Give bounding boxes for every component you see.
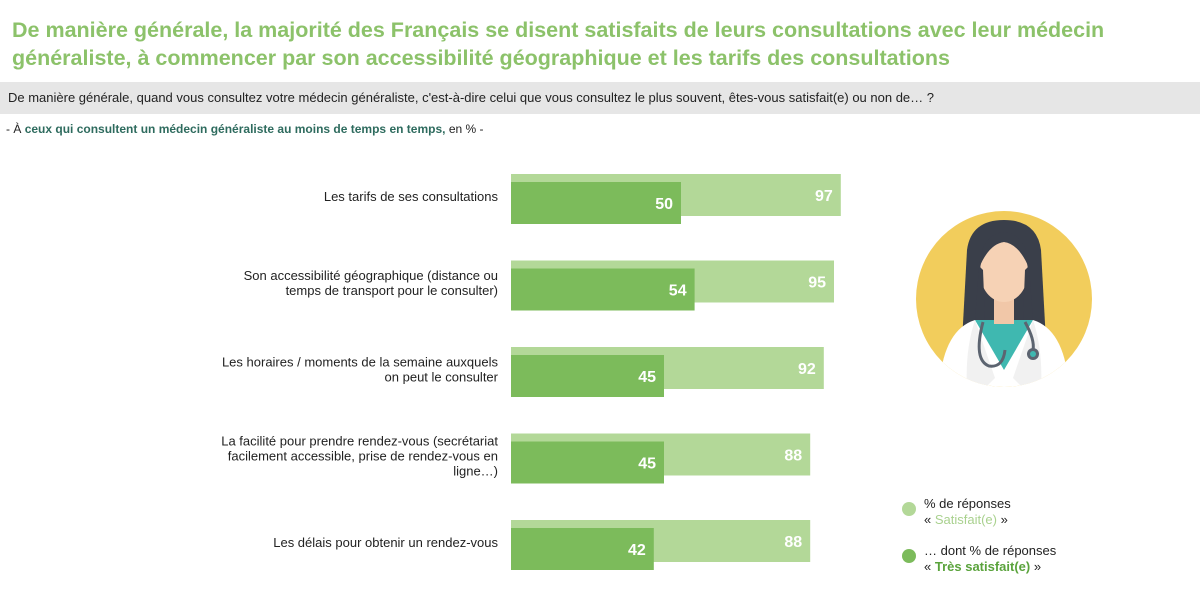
category-label: Les tarifs de ses consultations <box>324 189 499 204</box>
legend-very-satisfied-label: Très satisfait(e) <box>934 559 1031 574</box>
value-label-satisfied: 95 <box>808 275 826 292</box>
value-label-satisfied: 92 <box>798 361 816 378</box>
value-label-very-satisfied: 54 <box>669 283 687 300</box>
base-note: - À ceux qui consultent un médecin génér… <box>6 122 484 136</box>
base-emphasis: ceux qui consultent un médecin généralis… <box>24 122 446 136</box>
category-label: Les délais pour obtenir un rendez-vous <box>273 535 498 550</box>
value-label-very-satisfied: 42 <box>628 542 646 559</box>
female-doctor-icon <box>916 211 1092 387</box>
legend-satisfied-close: » <box>1000 512 1008 527</box>
legend-very-satisfied-open: « <box>924 559 932 574</box>
category-label: Son accessibilité géographique (distance… <box>244 268 498 298</box>
value-label-satisfied: 97 <box>815 188 833 205</box>
bar-very-satisfied <box>511 528 654 570</box>
category-label: La facilité pour prendre rendez-vous (se… <box>221 434 498 479</box>
value-label-satisfied: 88 <box>784 448 802 465</box>
legend-dot-very-satisfied <box>902 549 916 563</box>
base-prefix: - À <box>6 122 22 136</box>
bar-very-satisfied <box>511 441 664 484</box>
bar-chart: 97 50 Les tarifs de ses consultations 95 54 S… <box>221 174 841 570</box>
bar-very-satisfied <box>511 355 664 397</box>
legend-satisfied-label: Satisfait(e) <box>934 512 997 527</box>
question-band: De manière générale, quand vous consulte… <box>0 82 1200 114</box>
question-text: De manière générale, quand vous consulte… <box>8 90 934 105</box>
legend-satisfied-line1: % de réponses <box>924 496 1011 511</box>
legend-very-satisfied-close: » <box>1033 559 1042 574</box>
bar-very-satisfied <box>511 182 681 224</box>
category-label: Les horaires / moments de la semaine aux… <box>222 355 499 385</box>
page-title: De manière générale, la majorité des Fra… <box>12 18 1105 70</box>
legend-dot-satisfied <box>902 502 916 516</box>
legend-very-satisfied-line1: … dont % de réponses <box>924 543 1057 558</box>
value-label-very-satisfied: 45 <box>638 456 656 473</box>
bar-very-satisfied <box>511 268 695 311</box>
value-label-very-satisfied: 50 <box>655 196 673 213</box>
base-suffix: en % - <box>448 122 484 136</box>
value-label-satisfied: 88 <box>784 534 802 551</box>
value-label-very-satisfied: 45 <box>638 369 656 386</box>
legend-satisfied-open: « <box>924 512 932 527</box>
